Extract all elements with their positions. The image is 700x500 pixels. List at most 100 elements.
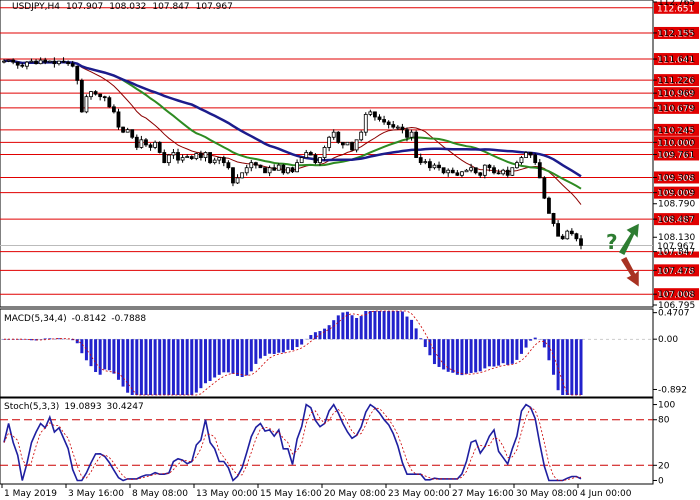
- macd-bar: [510, 339, 514, 364]
- candle-body: [496, 172, 501, 175]
- macd-bar: [428, 339, 432, 356]
- candle-body: [194, 153, 199, 159]
- macd-bar: [112, 339, 116, 374]
- macd-bar: [478, 339, 482, 372]
- macd-bar: [419, 338, 423, 340]
- macd-bar: [171, 339, 175, 395]
- price-tick-label: 110.679: [658, 104, 695, 114]
- level-label: 109.761: [657, 151, 694, 161]
- stoch-tick-label: 80: [658, 416, 670, 426]
- candle-body: [427, 161, 432, 169]
- stoch-signal-line: [3, 407, 582, 481]
- time-tick-label: 27 May 16:00: [452, 489, 514, 499]
- candle-body: [11, 59, 16, 63]
- time-tick-label: 23 May 00:00: [388, 489, 450, 499]
- macd-bar: [217, 339, 221, 375]
- support-resistance-levels: 112.651 112.155 111.641 111.226 110.969 110.6…: [0, 1, 699, 301]
- level-label: 107.847: [657, 248, 694, 258]
- macd-bar: [355, 317, 359, 340]
- macd-bar: [291, 339, 294, 350]
- candle-body: [299, 157, 304, 164]
- candle-body: [359, 131, 364, 141]
- macd-bar: [57, 338, 61, 340]
- macd-bar: [240, 339, 244, 378]
- candle-body: [377, 116, 382, 120]
- candle-body: [231, 167, 235, 184]
- macd-bar: [103, 339, 107, 370]
- candle-body: [208, 152, 212, 164]
- macd-bar: [286, 339, 290, 350]
- macd-bar: [400, 311, 404, 340]
- candle-body: [263, 167, 267, 174]
- candle-body: [70, 63, 75, 67]
- candle-body: [276, 164, 281, 171]
- candle-body: [556, 223, 561, 237]
- level-label-box: [654, 123, 699, 136]
- ma-slow-line: [3, 59, 582, 178]
- candle-body: [569, 230, 574, 235]
- macd-bar: [387, 311, 391, 340]
- candle-body: [189, 156, 194, 159]
- candle-body: [176, 152, 180, 161]
- macd-bar: [533, 337, 537, 340]
- candle-body: [20, 64, 25, 67]
- macd-bar: [323, 328, 327, 340]
- macd-bar: [552, 339, 556, 375]
- candle-body: [130, 129, 135, 138]
- candle-body: [107, 97, 112, 108]
- candle-body: [144, 139, 148, 146]
- macd-bar: [327, 325, 331, 340]
- macd-bar: [455, 339, 459, 375]
- price-tick-label: 110.000: [658, 138, 695, 148]
- candle-body: [258, 164, 263, 169]
- macd-bar: [373, 311, 377, 340]
- main-panel-frame: [0, 0, 654, 308]
- macd-bar: [345, 311, 349, 340]
- macd-bar: [208, 339, 212, 381]
- candle-body: [84, 96, 89, 113]
- macd-bar: [158, 339, 162, 395]
- level-label: 110.000: [657, 139, 694, 149]
- macd-bar: [116, 339, 120, 380]
- price-tick-label: 111.226: [658, 76, 695, 86]
- macd-bar: [547, 339, 551, 361]
- macd-bar: [94, 339, 98, 373]
- level-label-box: [654, 213, 699, 226]
- macd-bar: [364, 311, 368, 340]
- price-candles: [2, 57, 583, 250]
- candle-body: [551, 212, 556, 224]
- time-tick-label: 13 May 00:00: [196, 489, 258, 499]
- macd-header: MACD(5,34,4) -0.8142 -0.7888: [4, 314, 146, 324]
- candle-body: [492, 167, 496, 174]
- macd-bar: [469, 339, 473, 373]
- macd-bar: [442, 339, 446, 370]
- macd-bar: [194, 339, 198, 393]
- macd-bar: [391, 311, 395, 340]
- candle-body: [441, 167, 446, 174]
- stoch-tick-label: 100: [658, 401, 675, 411]
- candle-body: [121, 126, 125, 133]
- macd-bar: [542, 339, 546, 348]
- macd-bar: [309, 335, 313, 340]
- candle-body: [29, 60, 34, 63]
- macd-axis: 0.4707 0.00 -0.892: [653, 309, 690, 395]
- candle-body: [244, 167, 249, 174]
- candle-body: [66, 61, 71, 65]
- level-label-box: [654, 148, 699, 161]
- macd-bar: [181, 339, 185, 395]
- candle-body: [373, 111, 377, 118]
- candle-body: [400, 126, 405, 131]
- level-label-box: [654, 288, 699, 301]
- macd-bar: [350, 315, 354, 340]
- macd-bar: [405, 316, 409, 340]
- macd-bar: [336, 315, 340, 340]
- price-tick-label: 108.790: [658, 200, 695, 210]
- macd-bar: [368, 311, 372, 340]
- level-label: 110.969: [657, 90, 694, 100]
- candle-body: [450, 169, 455, 174]
- candle-body: [47, 60, 52, 63]
- candle-body: [386, 121, 391, 125]
- macd-bar: [313, 332, 317, 340]
- candle-body: [24, 61, 29, 67]
- candle-body: [162, 152, 167, 164]
